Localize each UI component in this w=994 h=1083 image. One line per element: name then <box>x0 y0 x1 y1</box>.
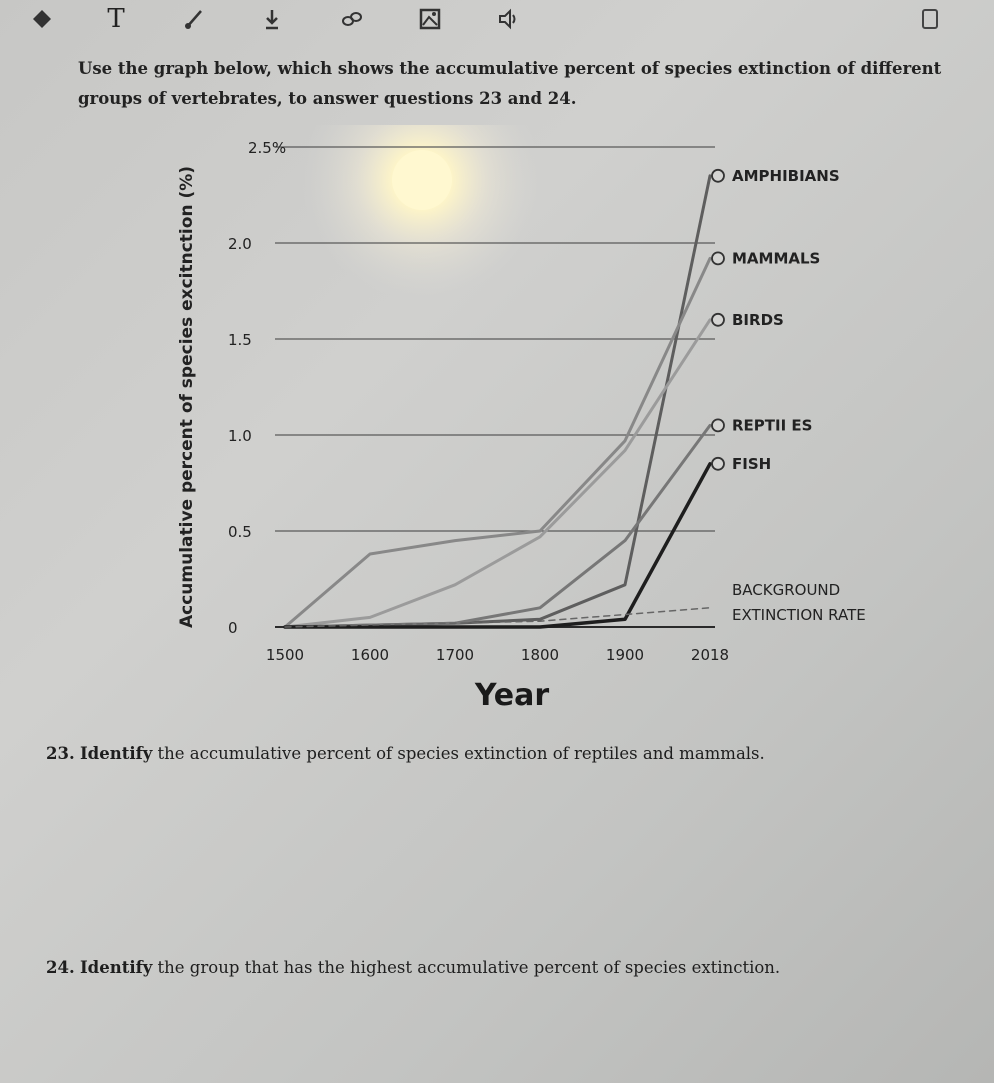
x-tick-label: 2018 <box>691 646 729 664</box>
y-tick-label: 2.0 <box>228 235 252 253</box>
x-tick-label: 1500 <box>266 646 304 664</box>
text-tool-icon[interactable]: T <box>100 4 132 34</box>
question-24-verb: Identify <box>79 958 153 977</box>
series-label: AMPHIBIANS <box>732 167 840 185</box>
series-end-marker <box>711 456 725 471</box>
instructions-text: Use the graph below, which shows the acc… <box>78 59 942 108</box>
extinction-line-chart: AMPHIBIANS MAMMALS BIRDS REPTII ES FISH BACKG… <box>177 125 866 713</box>
question-24-number: 24. <box>46 958 75 977</box>
pen-icon[interactable] <box>178 4 210 34</box>
background-rate-label: EXTINCTION RATE <box>732 606 866 624</box>
y-tick-label: 1.0 <box>228 427 252 445</box>
speaker-icon[interactable] <box>492 4 524 34</box>
series-line-background-extinction-rate <box>284 607 711 628</box>
x-tick-label: 1700 <box>436 646 474 664</box>
series-end-marker <box>711 168 725 183</box>
question-24-text: the group that has the highest accumulat… <box>152 958 781 977</box>
series-line-mammals <box>283 256 712 629</box>
toolbar: T <box>0 0 994 40</box>
eraser-icon[interactable] <box>26 4 58 34</box>
series-end-marker <box>711 251 725 266</box>
y-tick-label: 1.5 <box>228 331 252 349</box>
series-line-fish <box>283 462 712 629</box>
series-end-marker <box>711 418 725 433</box>
x-tick-label: 1800 <box>521 646 559 664</box>
series-line-birds <box>283 318 712 629</box>
series-label: REPTII ES <box>732 416 812 434</box>
question-23-verb: Identify <box>79 744 153 763</box>
series-end-marker <box>711 312 725 327</box>
x-axis-title: Year <box>474 678 550 713</box>
y-axis-title: Accumulative percent of species excitnct… <box>177 166 197 628</box>
light-glare <box>302 125 542 300</box>
x-tick-label: 1900 <box>606 646 644 664</box>
question-23-text: the accumulative percent of species exti… <box>152 744 765 763</box>
light-glare-core <box>392 150 452 210</box>
series-label: MAMMALS <box>732 249 820 267</box>
y-tick-label: 0.5 <box>228 523 252 541</box>
series-line-reptiles <box>283 423 712 629</box>
question-24: 24. Identify the group that has the high… <box>46 958 946 977</box>
series-label: FISH <box>732 455 771 473</box>
bookmark-icon[interactable] <box>914 4 946 34</box>
download-icon[interactable] <box>256 4 288 34</box>
y-tick-label: 0 <box>228 619 238 637</box>
question-23: 23. Identify the accumulative percent of… <box>46 744 946 763</box>
question-23-number: 23. <box>46 744 75 763</box>
background-rate-label: BACKGROUND <box>732 581 840 599</box>
text-tool-glyph: T <box>107 4 125 34</box>
x-tick-label: 1600 <box>351 646 389 664</box>
link-icon[interactable] <box>336 4 368 34</box>
y-tick-label: 2.5% <box>248 139 286 157</box>
image-icon[interactable] <box>414 4 446 34</box>
series-label: BIRDS <box>732 311 784 329</box>
